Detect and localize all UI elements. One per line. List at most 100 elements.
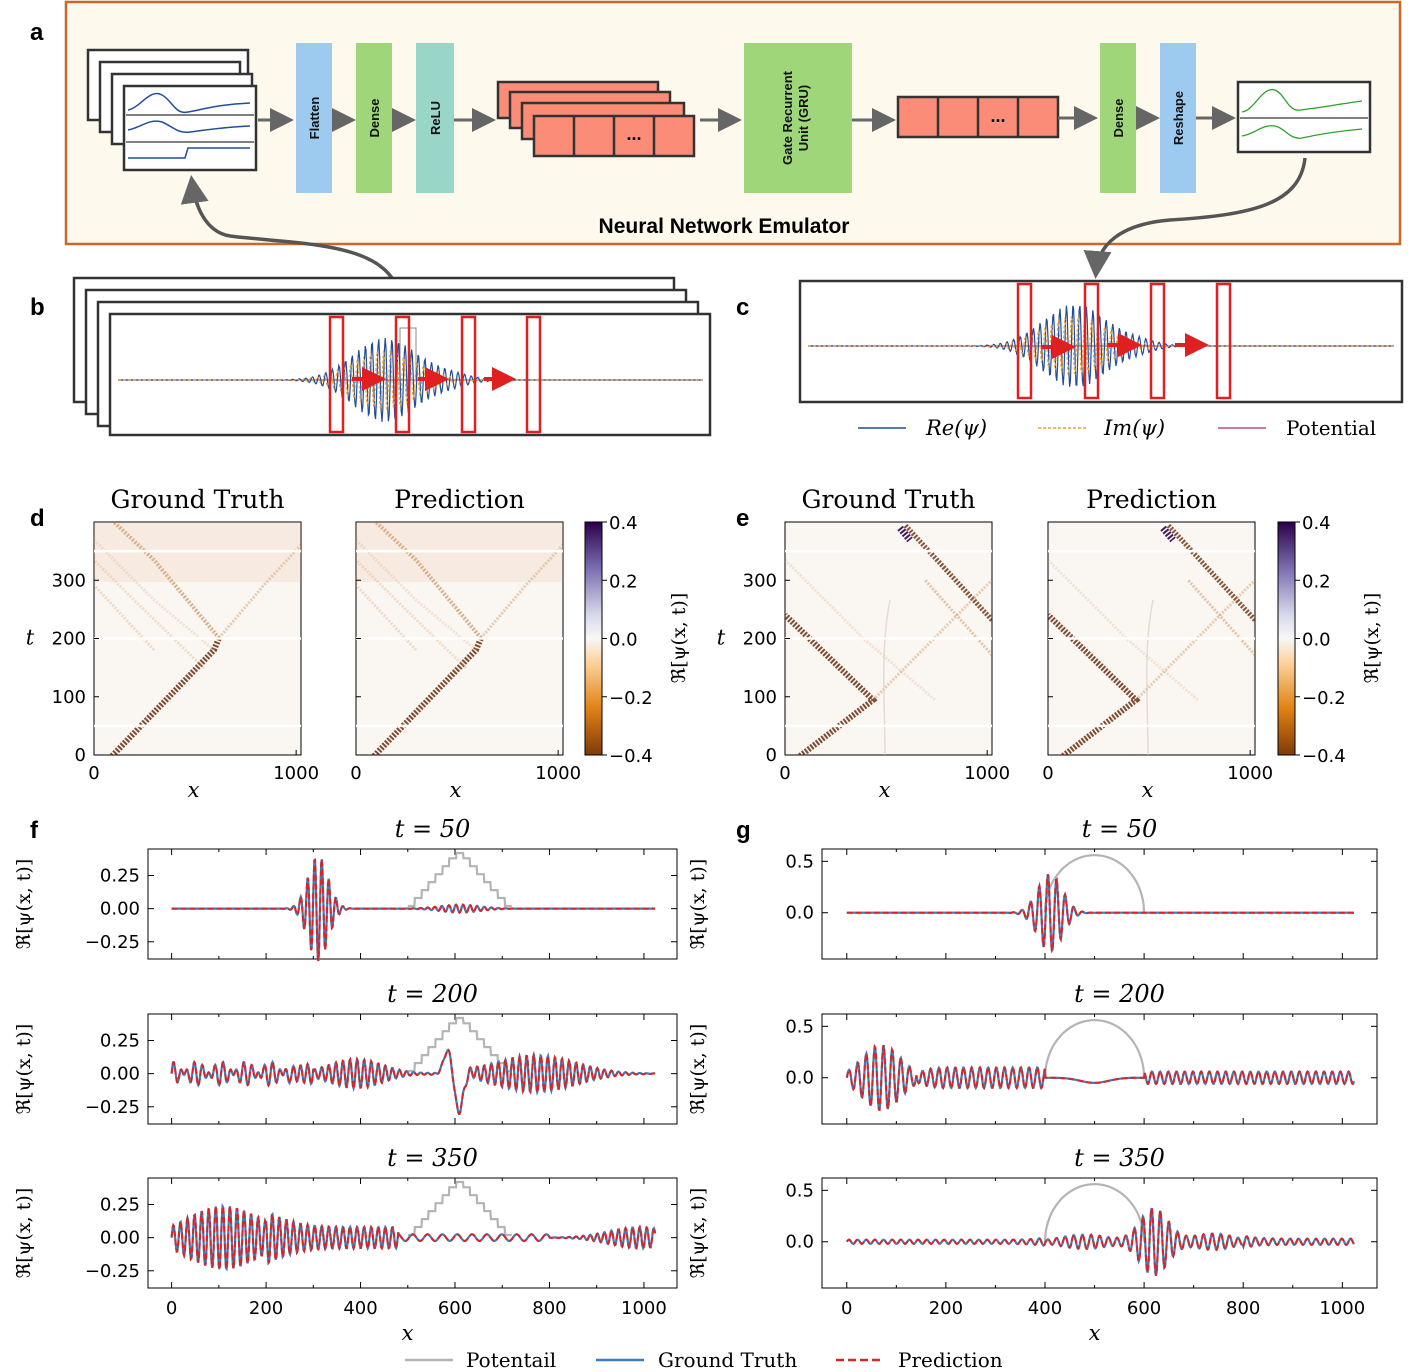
series-potential — [1043, 854, 1146, 913]
heatmap-xtick: 0 — [88, 763, 99, 784]
panel-label-f: f — [30, 817, 39, 844]
gru-label-line1: Gate Recurrent — [780, 70, 795, 165]
line-chart-xtick: 1000 — [621, 1298, 667, 1319]
line-chart-xtick: 800 — [1226, 1298, 1260, 1319]
gru-label-line2: Unit (GRU) — [796, 85, 811, 151]
panel-c — [798, 279, 1404, 404]
heatmap-ytick: 200 — [52, 629, 86, 650]
line-chart-title: t = 50 — [1082, 815, 1158, 843]
line-chart-xtick: 200 — [929, 1298, 963, 1319]
line-chart-ytick: −0.25 — [85, 1261, 140, 1282]
colorbar-0: 0.4 0.2 0.0 −0.2 −0.4 ℜ[ψ(x, t)] — [584, 513, 690, 767]
heatmap-xtick: 0 — [350, 763, 361, 784]
flatten-label: Flatten — [307, 97, 322, 140]
line-chart-title: t = 200 — [1074, 980, 1165, 1008]
series-potential — [407, 1016, 512, 1073]
heatmap-xlabel: x — [450, 778, 462, 802]
line-chart-g-1: t = 200 ℜ[ψ(x, t)] 0.5 0.0 — [687, 980, 1378, 1125]
panel-label-d: d — [30, 505, 45, 532]
line-chart-ylabel: ℜ[ψ(x, t)] — [13, 1188, 35, 1278]
series-potential — [1043, 1183, 1146, 1242]
emulator-title: Neural Network Emulator — [599, 215, 850, 238]
line-chart-ylabel: ℜ[ψ(x, t)] — [13, 859, 35, 949]
colorbar-tick: 0.2 — [1302, 571, 1331, 592]
line-chart-g-2: t = 350 ℜ[ψ(x, t)] 0.5 0.0 0 200 400 600 800 1000… — [687, 1144, 1378, 1345]
dense-block-1 — [356, 43, 392, 193]
line-chart-ytick: 0.0 — [785, 903, 814, 924]
heatmap-ytick: 300 — [52, 570, 86, 591]
panel-b-wave-im — [118, 350, 703, 410]
heatmap-title: Ground Truth — [111, 485, 285, 514]
legend-re: Re(ψ) — [925, 416, 987, 440]
output-plot — [1236, 80, 1372, 154]
line-chart-ytick: −0.25 — [85, 1097, 140, 1118]
gru-block — [744, 43, 852, 193]
heatmap-d-1: 0 1000 Prediction x — [350, 485, 581, 802]
line-chart-ylabel: ℜ[ψ(x, t)] — [13, 1024, 35, 1114]
panel-label-g: g — [736, 817, 751, 844]
heatmap-ytick: 0 — [75, 745, 86, 766]
line-chart-xtick: 400 — [343, 1298, 377, 1319]
reshape-label: Reshape — [1171, 91, 1186, 145]
panel-label-c: c — [736, 294, 749, 321]
panel-label-e: e — [736, 505, 749, 532]
line-chart-f-1: t = 200 ℜ[ψ(x, t)] 0.25 0.00 −0.25 — [13, 980, 678, 1125]
colorbar-tick: 0.4 — [1302, 513, 1331, 534]
line-chart-title: t = 200 — [387, 980, 478, 1008]
heatmap-ytick: 0 — [766, 745, 777, 766]
colorbar-tick: −0.2 — [609, 688, 653, 709]
heatmap-e-2: 0 100 200 300 0 1000 Ground Truth x t — [717, 485, 1010, 802]
line-chart-ytick: 0.25 — [100, 1031, 140, 1052]
heatmap-xlabel: x — [1142, 778, 1154, 802]
colorbar-tick: −0.4 — [609, 746, 653, 767]
series-potential — [407, 1180, 512, 1237]
arrow-b-to-input — [180, 175, 402, 307]
series-ground-truth — [845, 1043, 1356, 1112]
line-chart-ylabel: ℜ[ψ(x, t)] — [687, 1024, 709, 1114]
line-chart-xtick: 0 — [841, 1298, 852, 1319]
ellipsis-2: ... — [990, 106, 1005, 126]
line-chart-ytick: 0.5 — [785, 1180, 814, 1201]
heatmap-xlabel: x — [188, 778, 200, 802]
line-chart-ytick: −0.25 — [85, 932, 140, 953]
colorbar-tick: −0.4 — [1302, 746, 1346, 767]
heatmap-xtick: 1000 — [1227, 763, 1273, 784]
heatmap-title: Prediction — [394, 485, 525, 514]
heatmap-xlabel: x — [879, 778, 891, 802]
line-chart-f-2: t = 350 ℜ[ψ(x, t)] 0.25 0.00 −0.25 0 200 400 600… — [13, 1144, 678, 1345]
line-chart-xtick: 600 — [438, 1298, 472, 1319]
reshape-block — [1160, 43, 1196, 193]
heatmap-xtick: 1000 — [273, 763, 319, 784]
colorbar-tick: 0.2 — [609, 571, 638, 592]
legend-prediction: Prediction — [898, 1348, 1003, 1372]
line-chart-title: t = 350 — [387, 1144, 478, 1172]
line-chart-xlabel: x — [402, 1321, 414, 1345]
colorbar-tick: −0.2 — [1302, 688, 1346, 709]
colorbar-1: 0.4 0.2 0.0 −0.2 −0.4 ℜ[ψ(x, t)] — [1277, 513, 1383, 767]
heatmap-xtick: 0 — [1042, 763, 1053, 784]
legend-ground-truth: Ground Truth — [658, 1348, 797, 1372]
line-chart-g-0: t = 50 ℜ[ψ(x, t)] 0.5 0.0 — [687, 815, 1378, 960]
legend-top: Re(ψ) Im(ψ) Potential — [858, 416, 1376, 440]
legend-im: Im(ψ) — [1103, 416, 1165, 440]
series-prediction — [171, 858, 656, 962]
line-chart-xtick: 400 — [1028, 1298, 1062, 1319]
line-chart-xtick: 1000 — [1319, 1298, 1365, 1319]
heatmap-group: 0 100 200 300 0 1000 Ground Truth x t 0 1000 Predic… — [26, 485, 1383, 802]
heatmap-ytick: 100 — [743, 687, 777, 708]
relu-label: ReLU — [428, 101, 443, 135]
legend-bottom: Potentail Ground Truth Prediction — [405, 1348, 1003, 1372]
panel-label-b: b — [30, 294, 45, 321]
series-prediction — [846, 1207, 1355, 1276]
feature-stack — [496, 80, 696, 158]
legend-pot: Potential — [1286, 416, 1376, 440]
series-potential — [1043, 1019, 1146, 1078]
heatmap-d-0: 0 100 200 300 0 1000 Ground Truth x t — [26, 485, 319, 802]
heatmap-xtick: 0 — [779, 763, 790, 784]
heatmap-ytick: 300 — [743, 570, 777, 591]
dense-label-1: Dense — [367, 98, 382, 137]
series-potential — [407, 851, 512, 908]
heatmap-ylabel: t — [717, 626, 726, 650]
ellipsis-1: ... — [626, 124, 641, 144]
